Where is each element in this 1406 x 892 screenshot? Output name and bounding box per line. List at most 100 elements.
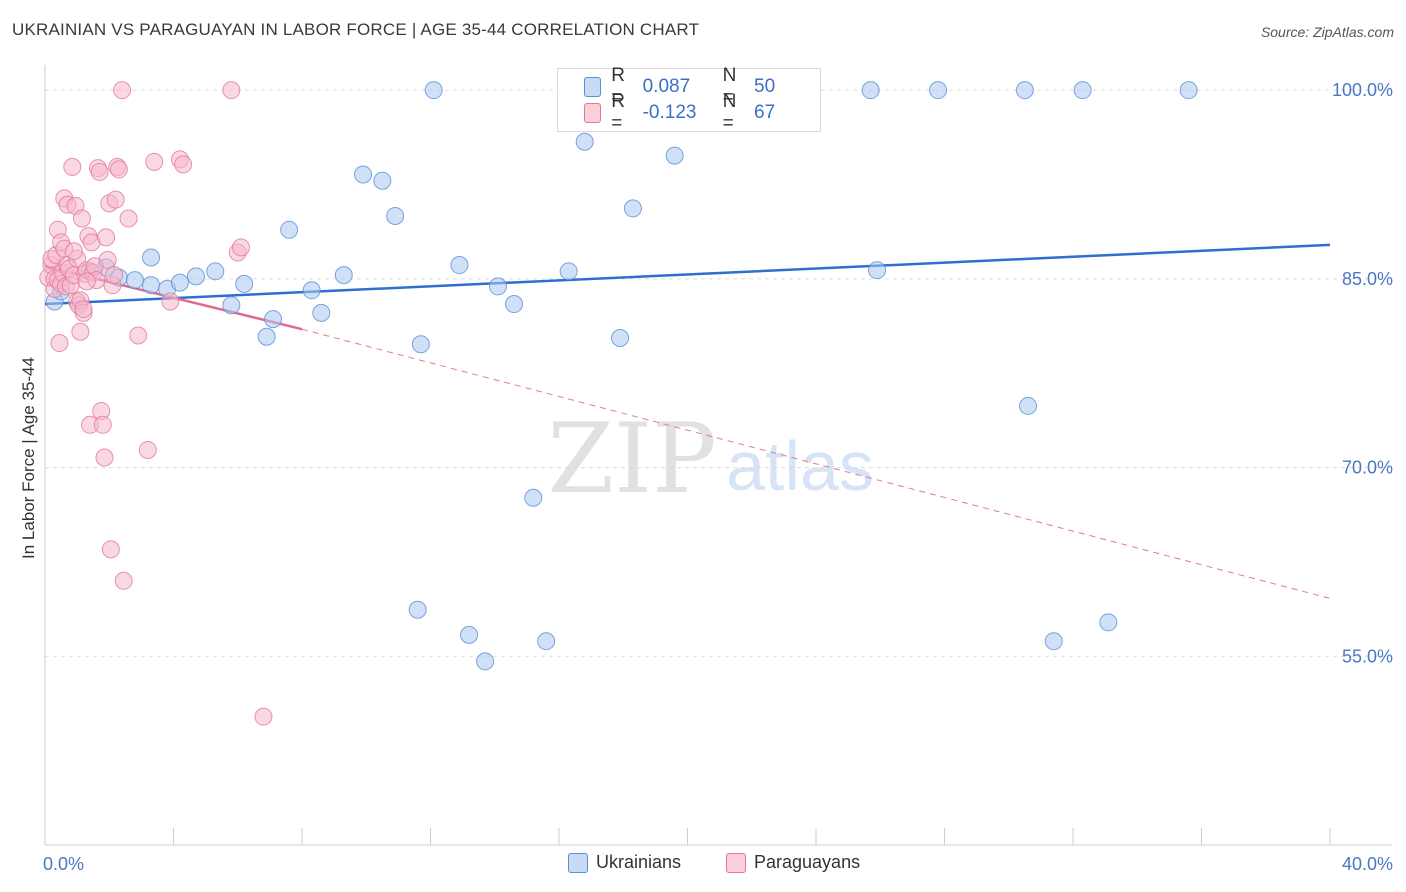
point-ukrainians <box>1015 81 1034 100</box>
point-paraguayans <box>114 571 133 590</box>
point-ukrainians <box>505 295 524 314</box>
point-paraguayans <box>74 300 93 319</box>
series-legend-ukrainians: Ukrainians <box>568 852 681 873</box>
point-ukrainians <box>460 625 479 644</box>
point-ukrainians <box>665 146 684 165</box>
series-legend-paraguayans: Paraguayans <box>726 852 860 873</box>
point-paraguayans <box>161 292 180 311</box>
point-ukrainians <box>373 171 392 190</box>
point-paraguayans <box>106 190 125 209</box>
x-tick-label: 40.0% <box>1342 854 1393 874</box>
point-ukrainians <box>411 335 430 354</box>
point-ukrainians <box>334 266 353 285</box>
legend-r-value-paraguayans: -0.123 <box>642 102 697 123</box>
y-tick-label: 70.0% <box>1342 458 1393 478</box>
point-ukrainians <box>408 600 427 619</box>
y-axis-label: In Labor Force | Age 35-44 <box>19 357 38 559</box>
point-ukrainians <box>302 281 321 300</box>
legend-swatch-ukrainians <box>584 77 602 97</box>
legend-n-value-paraguayans: 67 <box>754 102 776 123</box>
point-ukrainians <box>1073 81 1092 100</box>
point-paraguayans <box>231 238 250 257</box>
point-ukrainians <box>170 273 189 292</box>
point-ukrainians <box>559 262 578 281</box>
point-ukrainians <box>264 310 283 329</box>
point-ukrainians <box>1179 81 1198 100</box>
legend-swatch-paraguayans <box>584 103 602 123</box>
watermark-atlas: atlas <box>726 427 874 505</box>
point-ukrainians <box>312 303 331 322</box>
point-ukrainians <box>524 488 543 507</box>
watermark: ZIP atlas <box>547 403 874 515</box>
trend-line-paraguayans-extension <box>301 328 1331 599</box>
point-ukrainians <box>450 256 469 275</box>
series-label-paraguayans: Paraguayans <box>754 852 861 872</box>
point-paraguayans <box>71 322 90 341</box>
point-paraguayans <box>95 448 114 467</box>
point-ukrainians <box>1019 396 1038 415</box>
point-ukrainians <box>476 652 495 671</box>
chart-title: UKRAINIAN VS PARAGUAYAN IN LABOR FORCE |… <box>12 20 700 39</box>
y-tick-label: 55.0% <box>1342 646 1393 666</box>
legend-n-label: N = <box>722 65 737 108</box>
point-ukrainians <box>424 81 443 100</box>
point-paraguayans <box>254 707 273 726</box>
series-swatch-ukrainians <box>568 852 588 873</box>
legend-row-paraguayans: R = -0.123 N = 67 <box>584 91 820 134</box>
legend-n-value-ukrainians: 50 <box>754 76 776 97</box>
point-ukrainians <box>1099 613 1118 632</box>
point-ukrainians <box>929 81 948 100</box>
point-paraguayans <box>109 160 128 179</box>
x-tick-label: 0.0% <box>43 854 84 874</box>
point-paraguayans <box>113 81 132 100</box>
legend-n-label: N = <box>722 91 737 134</box>
point-ukrainians <box>186 267 205 286</box>
point-paraguayans <box>77 272 96 291</box>
point-ukrainians <box>575 132 594 151</box>
point-ukrainians <box>206 262 225 281</box>
point-ukrainians <box>257 327 276 346</box>
point-paraguayans <box>50 334 69 353</box>
point-paraguayans <box>93 415 112 434</box>
trend-line-ukrainians <box>44 243 1331 306</box>
point-ukrainians <box>861 81 880 100</box>
point-paraguayans <box>222 81 241 100</box>
point-ukrainians <box>222 296 241 315</box>
legend-r-label: R = <box>611 91 625 134</box>
point-ukrainians <box>868 261 887 280</box>
source-label: Source: ZipAtlas.com <box>1260 24 1394 40</box>
series-swatch-paraguayans <box>726 852 746 873</box>
point-ukrainians <box>354 165 373 184</box>
axes <box>44 65 1392 846</box>
y-tick-label: 100.0% <box>1332 80 1393 100</box>
point-ukrainians <box>280 220 299 239</box>
point-ukrainians <box>386 206 405 225</box>
point-paraguayans <box>90 162 109 181</box>
point-ukrainians <box>1044 632 1063 651</box>
point-ukrainians <box>235 274 254 293</box>
point-paraguayans <box>119 209 138 228</box>
correlation-legend: R = 0.087 N = 50 R = -0.123 N = 67 <box>557 65 821 134</box>
point-paraguayans <box>64 242 83 261</box>
watermark-zip: ZIP <box>547 403 716 515</box>
point-ukrainians <box>142 276 161 295</box>
point-ukrainians <box>125 271 144 290</box>
point-paraguayans <box>72 209 91 228</box>
point-paraguayans <box>98 251 117 269</box>
point-paraguayans <box>101 540 120 559</box>
tick-labels: 100.0% 85.0% 70.0% 55.0% 0.0% 40.0% <box>43 80 1393 874</box>
point-ukrainians <box>488 277 507 296</box>
point-paraguayans <box>138 440 157 459</box>
point-ukrainians <box>142 248 161 267</box>
point-paraguayans <box>105 266 124 285</box>
legend-r-label: R = <box>611 65 625 108</box>
y-tick-label: 85.0% <box>1342 269 1393 289</box>
point-paraguayans <box>145 152 164 171</box>
point-ukrainians <box>537 632 556 651</box>
point-paraguayans <box>97 228 116 247</box>
point-ukrainians <box>623 199 642 218</box>
point-paraguayans <box>129 326 148 345</box>
series-label-ukrainians: Ukrainians <box>596 852 682 872</box>
point-ukrainians <box>611 329 630 347</box>
